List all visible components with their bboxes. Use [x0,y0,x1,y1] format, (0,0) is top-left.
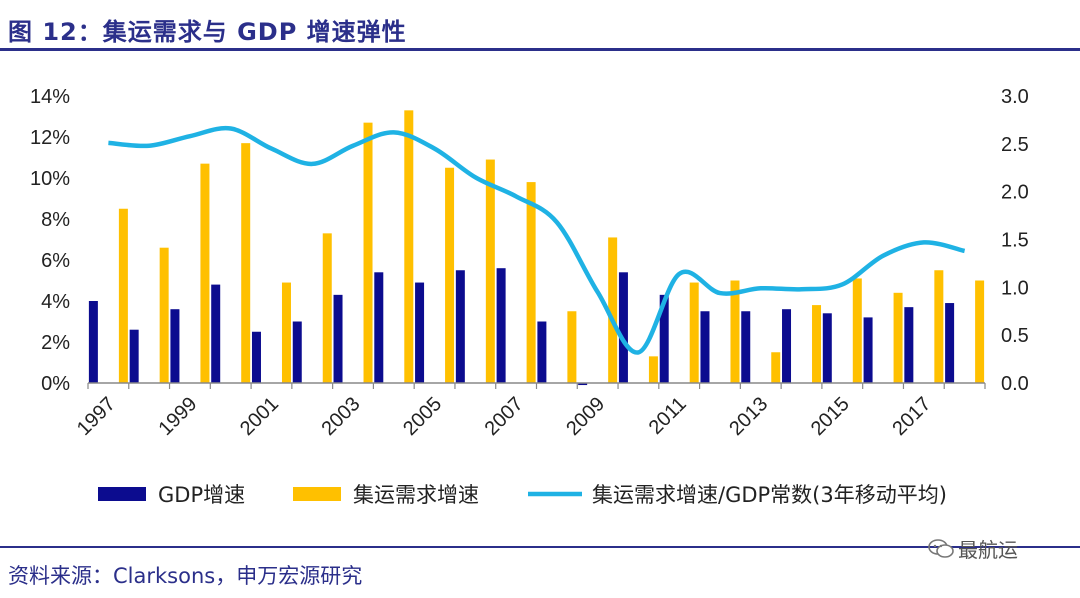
gdp-bar [578,383,588,386]
gdp-bar [537,321,547,383]
y-right-tick-label: 0.0 [1001,373,1029,395]
legend-swatch-gdp [98,487,146,501]
chart-title: 图 12：集运需求与 GDP 增速弹性 [8,18,407,46]
demand-bar [648,356,658,383]
x-tick-label: 1999 [154,393,201,440]
gdp-bar [822,313,832,383]
gdp-bar [863,317,873,383]
x-tick-label: 2009 [562,393,609,440]
y-right-tick-label: 2.5 [1001,134,1029,156]
y-left-tick-label: 8% [41,209,70,231]
demand-bar [200,163,210,383]
gdp-bar [251,331,261,383]
y-left-tick-label: 10% [30,168,70,190]
y-axis-left: 0% 2% 4% 6% 8% 10% 12% 14% [30,86,70,395]
gdp-bar [945,303,955,383]
legend-label-ratio: 集运需求增速/GDP常数(3年移动平均) [592,483,947,507]
y-right-tick-label: 2.0 [1001,182,1029,204]
gdp-bar [904,307,914,383]
legend-label-demand: 集运需求增速 [353,483,479,507]
x-tick-label: 1997 [73,393,120,440]
y-left-tick-label: 12% [30,127,70,149]
demand-bar [322,233,332,383]
gdp-bar [88,301,98,383]
demand-bar [771,352,781,383]
watermark-text: 最航运 [958,538,1018,562]
wechat-icon [928,538,954,558]
y-right-tick-label: 1.0 [1001,277,1029,299]
gdp-bar [741,311,751,383]
top-rule [0,48,1080,51]
demand-bar [852,278,862,383]
x-tick-label: 2007 [481,393,528,440]
demand-bar [934,270,944,383]
watermark: 最航运 [928,534,1018,563]
demand-bar [975,280,985,383]
gdp-bar [292,321,302,383]
x-tick-label: 2011 [645,393,691,439]
gdp-bar [129,329,139,383]
demand-bar [608,237,618,383]
gdp-bar [415,282,425,383]
gdp-bar [374,272,384,383]
demand-bar [485,159,495,383]
x-tick-label: 2015 [807,393,854,440]
y-left-tick-label: 0% [41,373,70,395]
gdp-bar [700,311,710,383]
y-right-tick-label: 0.5 [1001,325,1029,347]
ratio-line-path [108,125,966,355]
gdp-bar [659,294,669,383]
legend-swatch-demand [293,487,341,501]
y-left-tick-label: 4% [41,291,70,313]
legend: GDP增速 集运需求增速 集运需求增速/GDP常数(3年移动平均) [98,483,947,507]
x-tick-label: 2003 [318,393,365,440]
ratio-line [108,125,966,355]
y-right-tick-label: 3.0 [1001,86,1029,108]
demand-bar [159,247,169,383]
y-left-tick-label: 2% [41,332,70,354]
gdp-bar [333,294,343,383]
gdp-bar [782,309,792,383]
x-tick-label: 2001 [236,393,283,440]
demand-bar [241,143,251,383]
y-left-tick-label: 6% [41,250,70,272]
x-tick-label: 2005 [399,393,446,440]
x-tick-label: 2013 [725,393,772,440]
demand-bar [526,182,536,383]
gdp-bar [455,270,465,383]
gdp-bar [211,284,221,383]
gdp-bar [618,272,628,383]
y-left-tick-label: 14% [30,86,70,108]
demand-bar [893,292,903,383]
demand-bar [363,122,373,384]
demand-bar [445,167,455,383]
demand-bar [281,282,291,383]
x-axis: 1997 1999 2001 2003 2005 2007 2009 2011 2013 2015… [73,382,986,440]
demand-bar [689,282,699,383]
demand-bar [404,110,414,383]
gdp-bar [496,268,506,383]
y-right-tick-label: 1.5 [1001,230,1029,252]
demand-bar [567,311,577,383]
bars [88,110,985,386]
gdp-bar [170,309,180,383]
source-note: 资料来源：Clarksons，申万宏源研究 [8,564,363,588]
legend-label-gdp: GDP增速 [158,483,245,507]
demand-bar [118,208,128,383]
demand-bar [730,280,740,383]
y-axis-right: 0.0 0.5 1.0 1.5 2.0 2.5 3.0 [1001,86,1029,395]
chart: 0% 2% 4% 6% 8% 10% 12% 14% 0.0 0.5 1.0 1.5 2.0 2.5 3.… [30,86,1029,507]
bottom-rule [0,546,1080,548]
demand-bar [812,305,822,383]
x-tick-label: 2017 [888,393,935,440]
